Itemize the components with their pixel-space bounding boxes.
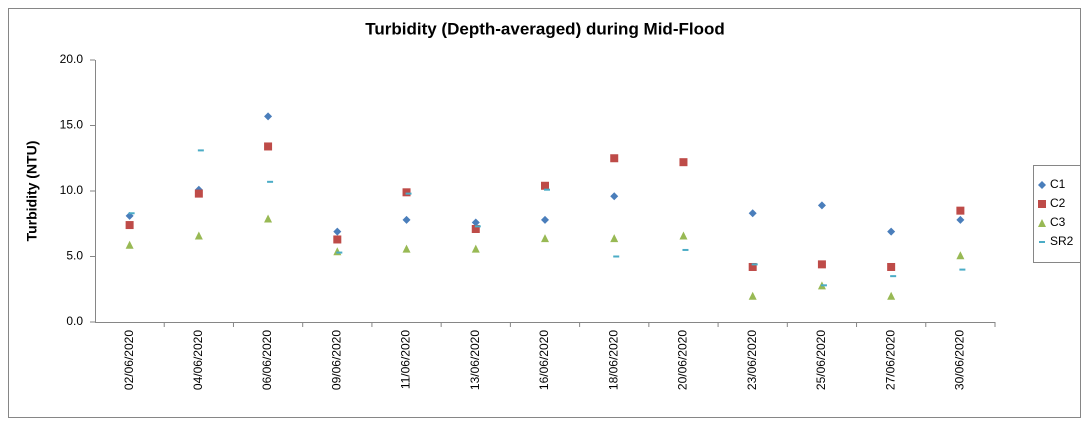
data-point [956,215,965,224]
data-point [471,218,480,227]
legend-marker [1038,219,1046,227]
data-point [264,214,273,223]
data-point [613,255,620,258]
x-tick-label: 18/06/2020 [606,330,620,390]
data-point [610,234,619,243]
y-tick-label: 15.0 [60,118,84,132]
x-tick-label: 13/06/2020 [468,330,482,390]
x-tick-label: 16/06/2020 [537,330,551,390]
data-point [544,188,550,191]
x-tick-label: 30/06/2020 [953,330,967,390]
legend-label: C3 [1050,215,1066,229]
y-axis-title: Turbidity (NTU) [24,141,40,242]
data-point [125,240,134,249]
data-point [333,235,342,244]
legend-label: SR2 [1050,234,1074,248]
chart-border [8,8,1081,418]
data-point [125,221,134,230]
y-tick-label: 5.0 [66,249,83,263]
legend-label: C1 [1050,177,1066,191]
data-point [748,209,757,218]
data-point [956,206,965,215]
data-point [817,201,826,210]
data-point [471,244,480,253]
data-point [959,268,966,271]
data-point [887,227,896,236]
data-point [610,154,619,163]
data-point [610,192,619,201]
x-tick-label: 06/06/2020 [260,330,274,390]
data-point [333,227,342,236]
x-tick-label: 09/06/2020 [329,330,343,390]
data-point [402,215,411,224]
data-point [887,262,896,271]
data-point [264,112,273,121]
x-tick-label: 27/06/2020 [883,330,897,390]
data-point [336,251,343,254]
legend-marker [1038,181,1046,189]
data-point [820,284,827,287]
legend-marker [1038,200,1046,208]
y-tick-label: 20.0 [60,52,84,66]
data-point [194,231,203,240]
data-point [471,224,480,233]
data-point [682,248,689,251]
legend-marker [1039,241,1045,243]
data-point [402,188,411,197]
chart-title: Turbidity (Depth-averaged) during Mid-Fl… [365,19,725,38]
data-point [751,263,758,266]
data-point [264,142,273,151]
x-tick-label: 04/06/2020 [191,330,205,390]
data-point [194,189,203,198]
x-tick-label: 11/06/2020 [399,330,413,389]
data-point [679,158,688,167]
data-point [541,181,549,190]
data-point [128,212,135,215]
data-point [679,231,688,240]
data-point [402,244,411,253]
x-tick-label: 02/06/2020 [122,330,136,390]
data-point [267,180,274,183]
data-point [197,149,204,152]
data-point [890,275,897,278]
x-tick-label: 23/06/2020 [745,330,759,390]
data-point [748,291,757,300]
data-point [405,192,412,195]
y-tick-label: 0.0 [66,314,83,328]
data-point [956,251,965,260]
data-point [541,234,549,243]
data-point [817,260,826,269]
data-point [748,262,757,271]
data-point [887,291,896,300]
legend-label: C2 [1050,196,1066,210]
data-point [541,215,549,224]
data-point [474,225,481,228]
x-tick-label: 25/06/2020 [814,330,828,390]
x-tick-label: 20/06/2020 [676,330,690,390]
y-tick-label: 10.0 [60,183,84,197]
